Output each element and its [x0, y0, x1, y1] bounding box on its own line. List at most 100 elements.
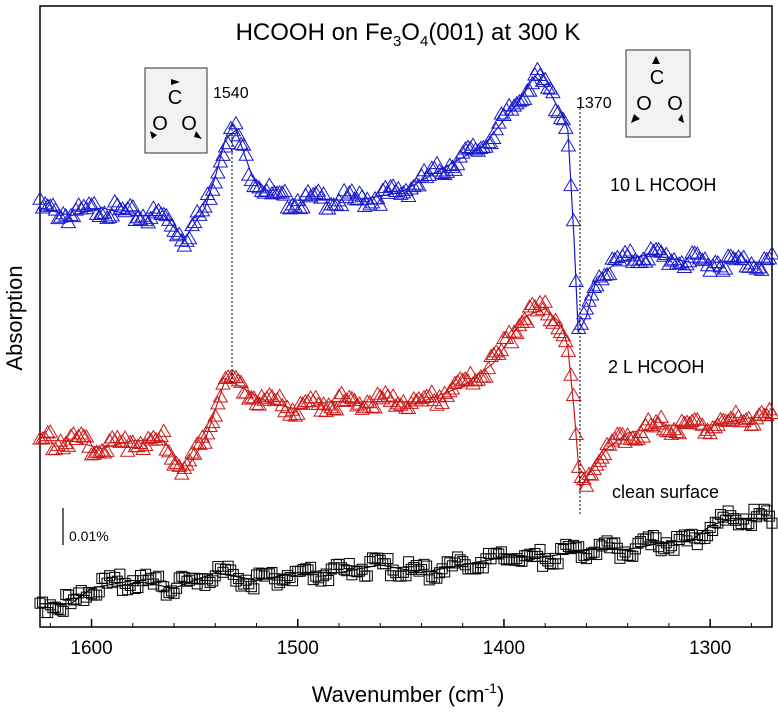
series-label-10L: 10 L HCOOH — [610, 175, 716, 195]
data-point — [55, 205, 72, 220]
data-point — [640, 411, 657, 426]
arrow-icon — [171, 79, 180, 85]
data-point — [591, 269, 608, 283]
arrow-icon — [652, 56, 660, 64]
data-point — [323, 575, 335, 587]
data-point — [243, 172, 260, 187]
data-point — [552, 558, 564, 570]
data-point — [444, 380, 461, 395]
data-point — [328, 402, 345, 416]
data-point — [465, 376, 481, 390]
data-point — [555, 327, 572, 342]
data-point — [63, 207, 79, 222]
data-point — [163, 451, 180, 465]
data-point — [274, 185, 291, 199]
data-point — [189, 203, 206, 218]
data-point — [534, 301, 551, 316]
data-point — [405, 178, 422, 193]
data-point — [668, 424, 685, 439]
data-point — [215, 147, 231, 161]
data-point — [336, 393, 353, 407]
data-point — [537, 294, 554, 308]
data-point — [648, 413, 664, 428]
data-point — [158, 442, 175, 456]
series-label-clean: clean surface — [612, 482, 719, 502]
data-point — [699, 532, 711, 544]
data-point — [251, 397, 267, 411]
data-point — [204, 414, 221, 429]
data-point — [565, 212, 582, 227]
data-point — [743, 417, 760, 432]
data-point — [238, 384, 255, 399]
data-point — [586, 279, 603, 293]
data-point — [155, 206, 172, 221]
data-point — [686, 245, 703, 259]
data-point — [256, 392, 273, 406]
arrow-icon — [678, 114, 684, 123]
data-point — [519, 314, 536, 328]
data-point — [269, 391, 285, 406]
data-point — [119, 200, 136, 215]
data-point — [209, 164, 226, 179]
data-point — [720, 413, 737, 427]
data-point — [647, 529, 659, 541]
data-point — [575, 471, 592, 486]
data-point — [181, 230, 198, 245]
data-point — [338, 392, 355, 406]
data-point — [127, 212, 144, 227]
data-point — [496, 107, 512, 122]
data-point — [32, 191, 48, 205]
data-point — [93, 586, 105, 598]
data-point — [622, 243, 639, 257]
data-point — [122, 197, 139, 212]
data-point — [305, 186, 322, 201]
data-point — [194, 429, 211, 443]
data-point — [640, 251, 657, 266]
data-point — [91, 208, 108, 223]
data-point — [529, 61, 546, 76]
data-point — [751, 259, 767, 274]
svg-text:O: O — [152, 113, 168, 135]
data-markers — [32, 61, 778, 619]
data-point — [467, 372, 484, 387]
data-point — [101, 209, 118, 224]
data-point — [276, 183, 293, 197]
data-point — [261, 177, 278, 191]
data-point — [287, 408, 304, 422]
data-point — [521, 83, 538, 97]
data-point — [382, 178, 399, 193]
data-point — [331, 388, 347, 402]
data-point — [668, 544, 680, 556]
data-point — [552, 324, 569, 339]
data-point — [377, 384, 394, 399]
data-point — [315, 186, 332, 200]
data-point — [583, 286, 600, 301]
data-point — [408, 176, 425, 190]
data-point — [403, 181, 420, 195]
data-point — [743, 518, 755, 530]
data-point — [186, 214, 203, 229]
data-point — [630, 431, 646, 445]
data-point — [421, 560, 433, 572]
data-point — [596, 446, 613, 461]
data-point — [733, 251, 749, 266]
data-point — [99, 210, 115, 224]
x-axis-label: Wavenumber (cm-1) — [312, 680, 505, 707]
data-point — [266, 566, 278, 578]
data-point — [184, 445, 200, 459]
data-point — [181, 452, 198, 467]
data-point — [671, 425, 688, 440]
data-point — [413, 392, 430, 407]
data-point — [552, 110, 569, 125]
data-point — [258, 390, 275, 404]
data-point — [529, 302, 546, 317]
data-point — [117, 430, 133, 444]
data-point — [364, 399, 381, 413]
data-point — [367, 399, 383, 414]
data-point — [233, 374, 249, 388]
data-point — [578, 478, 595, 492]
data-point — [186, 446, 203, 460]
data-point — [166, 223, 182, 237]
data-point — [240, 167, 257, 181]
